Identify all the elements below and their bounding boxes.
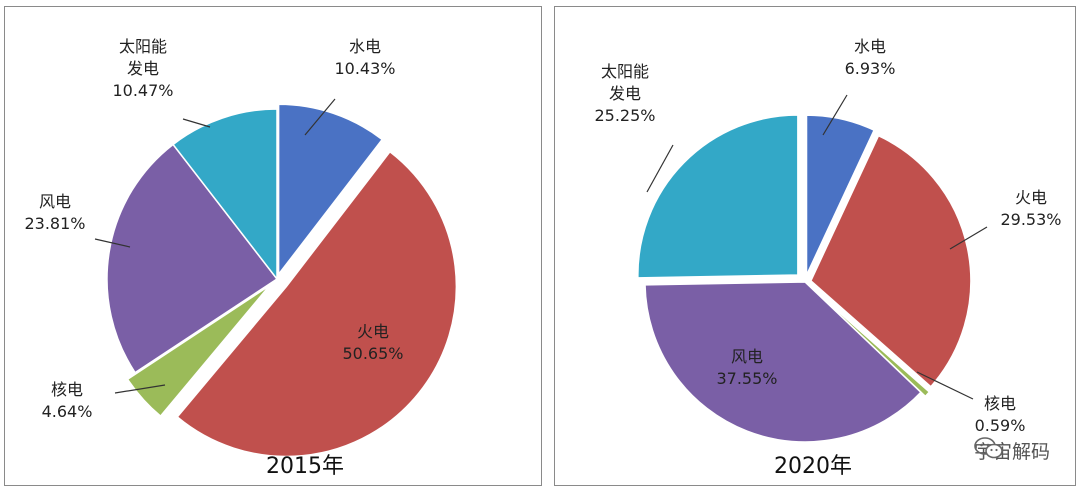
leader-line-hydro bbox=[304, 98, 336, 136]
slice-hydro bbox=[277, 103, 384, 277]
slice-solar bbox=[637, 114, 799, 279]
slice-solar bbox=[172, 108, 278, 282]
value-label-thermal: 29.53% bbox=[1000, 210, 1061, 229]
leader-line-hydro bbox=[822, 94, 848, 136]
value-label-thermal: 50.65% bbox=[342, 344, 403, 363]
leader-line-solar bbox=[646, 144, 674, 193]
chart-title: 2015年 bbox=[266, 454, 344, 479]
slice-label-nuclear: 核电 bbox=[51, 380, 83, 399]
leader-line-thermal bbox=[949, 226, 988, 250]
slice-label-solar: 太阳能 bbox=[119, 37, 167, 56]
slice-thermal bbox=[176, 150, 458, 458]
value-label-wind: 37.55% bbox=[716, 369, 777, 388]
slice-label-solar: 发电 bbox=[127, 59, 159, 78]
slice-label-thermal: 火电 bbox=[1015, 188, 1047, 207]
leader-line-solar bbox=[182, 118, 211, 128]
value-label-hydro: 10.43% bbox=[334, 59, 395, 78]
slice-nuclear bbox=[126, 285, 271, 418]
watermark: 宇宙解码 bbox=[974, 437, 1050, 464]
value-label-solar: 10.47% bbox=[112, 81, 173, 100]
slice-nuclear bbox=[808, 285, 931, 398]
leader-line-wind bbox=[94, 238, 131, 248]
slice-label-thermal: 火电 bbox=[357, 322, 389, 341]
pie-chart-2020: 水电 6.93% 火电 29.53% 核电 0.59% 风电 37.55% 太阳能发电 25.25… bbox=[554, 6, 1076, 486]
slice-thermal bbox=[809, 134, 972, 388]
value-label-solar: 25.25% bbox=[594, 106, 655, 125]
slice-label-hydro: 水电 bbox=[854, 37, 886, 56]
slice-hydro bbox=[805, 114, 876, 276]
chart-title: 2020年 bbox=[774, 454, 852, 479]
slice-label-wind: 风电 bbox=[731, 347, 763, 366]
pie-chart-2015: 水电 10.43% 火电 50.65% 核电 4.64% 风电 23.81% 太阳能发电 10.4… bbox=[4, 6, 542, 486]
slice-label-solar: 发电 bbox=[609, 84, 641, 103]
value-label-nuclear: 0.59% bbox=[975, 416, 1026, 435]
value-label-hydro: 6.93% bbox=[845, 59, 896, 78]
slice-label-nuclear: 核电 bbox=[984, 394, 1016, 413]
slice-wind bbox=[644, 281, 922, 443]
slice-label-solar: 太阳能 bbox=[601, 62, 649, 81]
slice-label-hydro: 水电 bbox=[349, 37, 381, 56]
slice-wind bbox=[106, 143, 279, 374]
leader-line-nuclear bbox=[916, 371, 974, 400]
leader-line-nuclear bbox=[114, 384, 166, 394]
wechat-icon bbox=[974, 437, 1003, 459]
value-label-wind: 23.81% bbox=[24, 214, 85, 233]
slice-label-wind: 风电 bbox=[39, 192, 71, 211]
value-label-nuclear: 4.64% bbox=[42, 402, 93, 421]
